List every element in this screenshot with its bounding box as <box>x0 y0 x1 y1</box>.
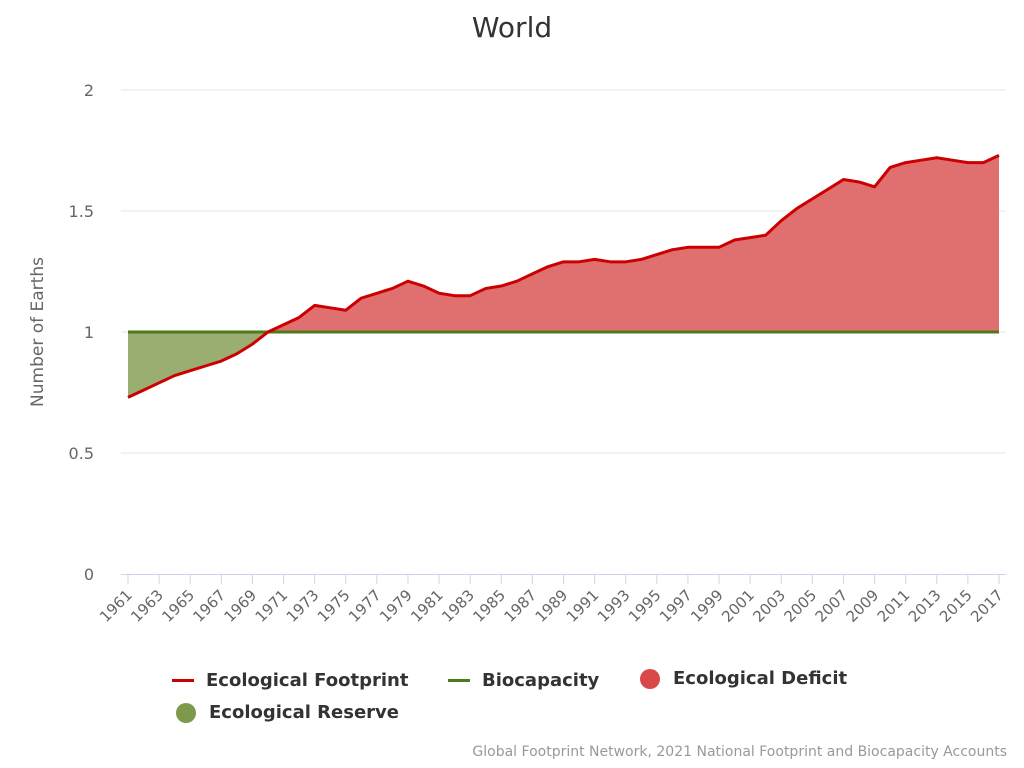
x-tick-label: 1969 <box>221 586 261 626</box>
circle-symbol-icon <box>640 668 660 689</box>
area-fills <box>128 155 999 398</box>
legend-item-ecological-footprint[interactable]: Ecological Footprint <box>172 670 408 691</box>
line-symbol-icon <box>448 679 470 682</box>
y-tick-label: 2 <box>84 81 94 100</box>
legend-label: Ecological Reserve <box>209 702 399 723</box>
x-tick-label: 2013 <box>905 586 945 626</box>
x-tick-label: 1971 <box>252 586 292 626</box>
legend-label: Ecological Deficit <box>673 668 848 689</box>
ecological-footprint-line[interactable] <box>127 153 1000 399</box>
x-tick-label: 1983 <box>438 586 478 626</box>
x-tick-label: 1975 <box>314 586 354 626</box>
x-tick-label: 1961 <box>96 586 136 626</box>
x-tick-label: 1989 <box>532 586 572 626</box>
x-tick-label: 1993 <box>594 586 634 626</box>
x-tick-label: 1987 <box>500 586 540 626</box>
x-tick-label: 2007 <box>812 586 852 626</box>
x-tick-label: 1963 <box>127 586 167 626</box>
legend-item-ecological-deficit[interactable]: Ecological Deficit <box>640 668 847 689</box>
x-tick-label: 2005 <box>780 586 820 626</box>
x-tick-label: 1997 <box>656 586 696 626</box>
x-tick-label: 1991 <box>563 586 603 626</box>
ecological-deficit-area <box>267 155 999 332</box>
line-symbol-icon <box>172 679 194 682</box>
x-tick-label: 1965 <box>158 586 198 626</box>
legend-item-ecological-reserve[interactable]: Ecological Reserve <box>176 702 399 723</box>
x-tick-label: 1973 <box>283 586 323 626</box>
credits-link[interactable]: Global Footprint Network, 2021 National … <box>472 744 1007 760</box>
x-tick-label: 1999 <box>687 586 727 626</box>
y-axis-ticks: 0 0.5 1 1.5 2 <box>69 81 94 584</box>
x-tick-label: 1979 <box>376 586 416 626</box>
y-tick-label: 0 <box>84 565 94 584</box>
legend-label: Biocapacity <box>482 670 600 691</box>
legend-label: Ecological Footprint <box>206 670 409 691</box>
x-tick-label: 1985 <box>469 586 509 626</box>
x-tick-label: 2001 <box>718 586 758 626</box>
x-tick-label: 1977 <box>345 586 385 626</box>
x-tick-label: 2003 <box>749 586 789 626</box>
legend-item-biocapacity[interactable]: Biocapacity <box>448 670 599 691</box>
x-tick-label: 2017 <box>967 586 1007 626</box>
series-lines <box>127 153 1000 399</box>
x-tick-label: 2011 <box>874 586 914 626</box>
x-tick-label: 2015 <box>936 586 976 626</box>
x-tick-label: 1995 <box>625 586 665 626</box>
x-tick-label: 2009 <box>843 586 883 626</box>
y-tick-label: 0.5 <box>69 444 94 463</box>
y-tick-label: 1 <box>84 323 94 342</box>
x-axis: 1961196319651967196919711973197519771979… <box>96 574 1007 626</box>
circle-symbol-icon <box>176 702 196 723</box>
chart-title: World <box>471 11 553 44</box>
y-tick-label: 1.5 <box>69 202 94 221</box>
x-tick-label: 1981 <box>407 586 447 626</box>
ecological-reserve-area <box>128 332 268 398</box>
x-tick-label: 1967 <box>189 586 229 626</box>
